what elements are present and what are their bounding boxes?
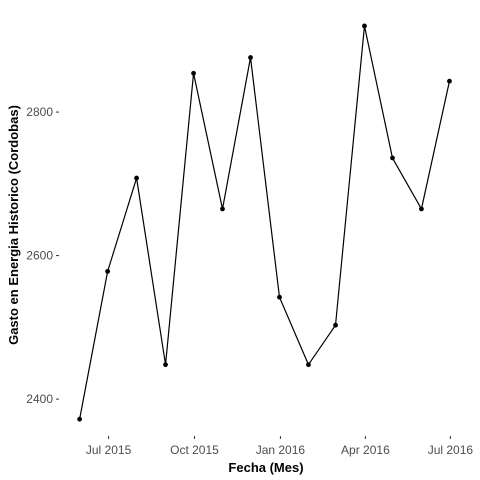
series-layer [77,23,452,422]
x-tick-label: Oct 2015 [170,443,219,457]
x-tick-label: Jul 2015 [86,443,132,457]
x-axis-ticks: Jul 2015 Oct 2015 Jan 2016 Apr 2016 Jul 2016 [86,436,474,457]
data-point [77,416,83,422]
y-tick-label: 2800 [26,105,53,119]
y-tick-label: 2400 [26,392,53,406]
x-tick-label: Jan 2016 [256,443,306,457]
data-point [419,206,424,212]
data-point [163,362,168,368]
data-point [390,155,395,161]
y-axis-title: Gasto en Energia Historico (Cordobas) [6,105,21,345]
x-tick-label: Apr 2016 [341,443,390,457]
data-point [277,294,282,300]
plot-area: 2400 2600 2800 Jul 2015 Oct 2015 Jan 2016 Apr… [26,23,474,457]
data-point [306,362,311,368]
x-axis-title: Fecha (Mes) [228,460,303,475]
data-point [362,23,367,29]
data-point [191,70,196,76]
y-tick-label: 2600 [26,249,53,263]
series-line [79,25,451,420]
data-point [333,322,338,328]
y-axis-ticks: 2400 2600 2800 [26,105,59,406]
data-point [447,78,452,84]
x-tick-label: Jul 2016 [428,443,474,457]
data-point [248,55,253,60]
data-point [220,206,225,212]
data-point [105,268,111,274]
data-point [134,175,139,181]
